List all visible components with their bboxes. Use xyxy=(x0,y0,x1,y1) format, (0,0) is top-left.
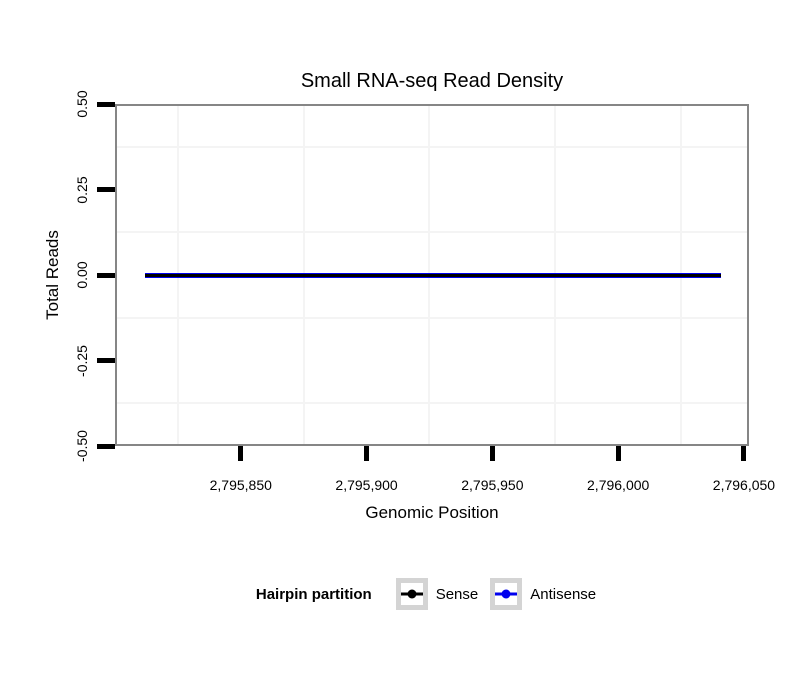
x-axis-tick-label: 2,795,950 xyxy=(461,477,524,493)
minor-gridline-horizontal xyxy=(117,316,747,319)
y-axis-tick xyxy=(97,272,115,278)
x-axis-tick-label: 2,796,000 xyxy=(587,477,650,493)
x-axis-tick xyxy=(489,446,495,461)
legend-entry-label: Antisense xyxy=(530,585,597,603)
legend-key-antisense xyxy=(490,578,523,610)
legend-entries: Sense Antisense xyxy=(395,578,608,610)
legend-key-dot-icon xyxy=(501,589,511,599)
legend-entry-sense: Sense xyxy=(395,578,479,610)
y-axis-tick-label: 0.50 xyxy=(74,90,90,118)
y-axis-tick-label: -0.50 xyxy=(74,430,90,462)
y-axis-tick xyxy=(97,101,115,107)
y-axis-tick xyxy=(97,358,115,363)
series-line-sense xyxy=(145,273,722,277)
x-axis-tick-label: 2,795,850 xyxy=(209,477,272,493)
y-axis-title: Total Reads xyxy=(43,230,62,320)
y-axis-tick-label: 0.25 xyxy=(74,175,90,204)
x-axis-tick-label: 2,796,050 xyxy=(712,477,776,493)
chart-title: Small RNA-seq Read Density xyxy=(300,70,564,92)
minor-gridline-horizontal xyxy=(117,402,747,405)
legend-title: Hairpin partition xyxy=(255,585,372,603)
minor-gridline-horizontal xyxy=(117,145,747,148)
legend-entry-antisense: Antisense xyxy=(490,578,596,610)
minor-gridline-horizontal xyxy=(117,231,747,234)
x-axis-title: Genomic Position xyxy=(365,503,499,522)
y-axis-tick xyxy=(97,187,115,192)
x-axis-tick xyxy=(238,446,244,461)
x-axis-tick xyxy=(615,446,621,461)
legend-entry-label: Sense xyxy=(435,585,479,603)
x-axis-tick xyxy=(741,446,747,461)
y-axis-tick-label: -0.25 xyxy=(74,344,90,377)
y-axis-tick xyxy=(97,443,115,449)
legend: Hairpin partition Sense Antisense xyxy=(115,576,749,612)
legend-key-sense xyxy=(395,578,428,610)
plot-area xyxy=(117,106,747,444)
legend-key-dot-icon xyxy=(407,589,417,599)
y-axis-tick-label: 0.00 xyxy=(74,261,90,289)
x-axis-tick-label: 2,795,900 xyxy=(335,477,398,493)
x-axis-tick xyxy=(364,446,370,461)
